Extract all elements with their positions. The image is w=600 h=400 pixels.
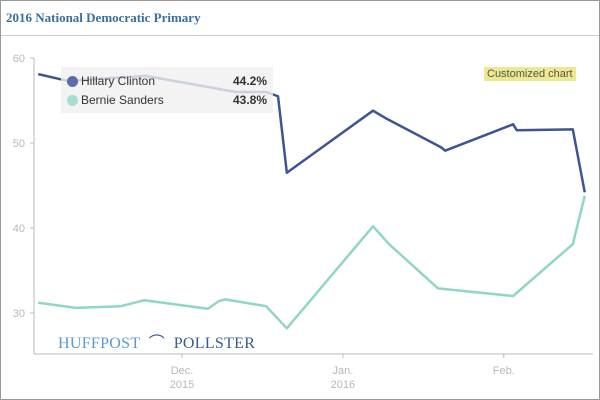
x-tick-label: Jan. — [332, 365, 353, 377]
x-tick-sublabel: 2016 — [331, 379, 355, 391]
huffpost-pollster-logo: HUFFPOST ⌒ POLLSTER — [58, 329, 255, 353]
y-tick-label: 60 — [13, 53, 25, 65]
legend-value: 44.2% — [232, 74, 267, 88]
chart-title: 2016 National Democratic Primary — [6, 10, 201, 25]
y-tick-label: 50 — [13, 138, 25, 150]
legend-item-sanders[interactable]: Bernie Sanders 43.8% — [67, 91, 267, 109]
logo-swoosh-icon: ⌒ — [144, 335, 170, 352]
title-divider — [1, 35, 599, 36]
y-tick-label: 30 — [13, 308, 25, 320]
series-line-sanders — [38, 195, 586, 330]
logo-right: POLLSTER — [173, 335, 256, 352]
x-tick-label: Dec. — [171, 365, 194, 377]
x-tick-sublabel: 2015 — [170, 379, 194, 391]
legend-value: 43.8% — [232, 93, 267, 107]
legend: Hillary Clinton 44.2% Bernie Sanders 43.… — [61, 67, 273, 113]
x-tick-label: Feb. — [493, 365, 515, 377]
clinton-dot-icon — [67, 75, 78, 87]
sanders-dot-icon — [67, 94, 78, 106]
legend-item-clinton[interactable]: Hillary Clinton 44.2% — [67, 72, 267, 90]
logo-left: HUFFPOST — [58, 335, 141, 352]
y-tick-label: 40 — [13, 223, 25, 235]
customized-chart-badge: Customized chart — [484, 67, 576, 81]
legend-label: Hillary Clinton — [81, 74, 156, 88]
legend-label: Bernie Sanders — [81, 93, 164, 107]
